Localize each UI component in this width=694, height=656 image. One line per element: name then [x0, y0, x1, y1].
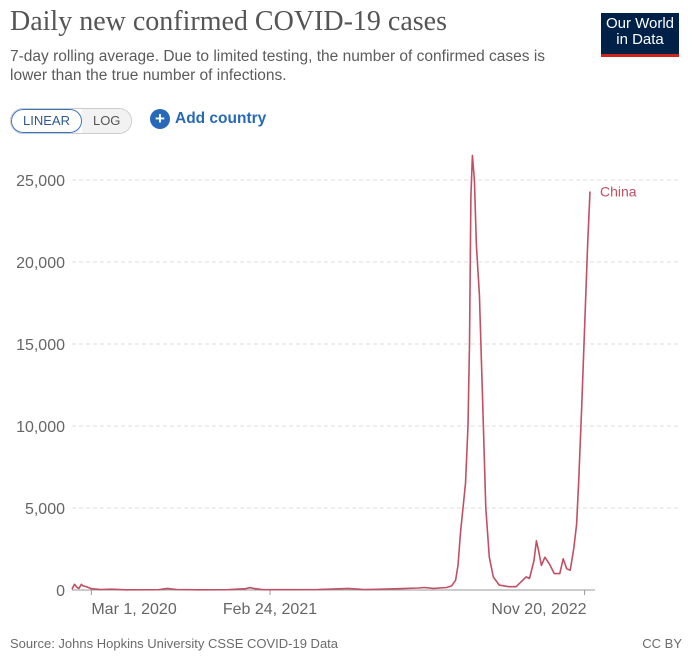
plus-circle-icon: + [150, 109, 170, 129]
logo-accent-bar [601, 54, 679, 57]
x-axis: Mar 1, 2020 Feb 24, 2021 Nov 20, 2022 [72, 589, 595, 618]
y-tick-label: 15,000 [16, 337, 65, 354]
x-tick-label: Nov 20, 2022 [491, 601, 586, 618]
license-label[interactable]: CC BY [642, 636, 682, 651]
y-tick-label: 0 [56, 583, 65, 600]
scale-toggle: LINEAR LOG [10, 108, 133, 134]
owid-logo[interactable]: Our World in Data [601, 13, 679, 57]
x-tick-label: Feb 24, 2021 [223, 601, 317, 618]
source-note[interactable]: Source: Johns Hopkins University CSSE CO… [10, 636, 339, 651]
series-line-china[interactable] [71, 154, 591, 591]
x-tick-label: Mar 1, 2020 [91, 601, 176, 618]
y-tick-label: 20,000 [16, 255, 65, 272]
line-chart: 0 5,000 10,000 15,000 20,000 25,000 Mar 1, 20… [16, 154, 680, 618]
linear-scale-button[interactable]: LINEAR [11, 109, 82, 133]
add-country-button[interactable]: + Add country [150, 109, 266, 129]
add-country-label: Add country [175, 110, 267, 127]
log-scale-button[interactable]: LOG [81, 109, 132, 133]
y-tick-label: 5,000 [25, 501, 65, 518]
y-axis-ticks: 0 5,000 10,000 15,000 20,000 25,000 [16, 173, 65, 600]
logo-line-2: in Data [616, 31, 664, 48]
chart-subtitle: 7-day rolling average. Due to limited te… [10, 48, 546, 84]
chart-title: Daily new confirmed COVID-19 cases [10, 6, 447, 37]
chart-gridlines [72, 179, 680, 509]
y-tick-label: 25,000 [16, 173, 65, 190]
series-label-china[interactable]: China [600, 183, 637, 199]
logo-line-1: Our World [605, 15, 675, 32]
chart-series: China [71, 154, 637, 591]
y-tick-label: 10,000 [16, 419, 65, 436]
